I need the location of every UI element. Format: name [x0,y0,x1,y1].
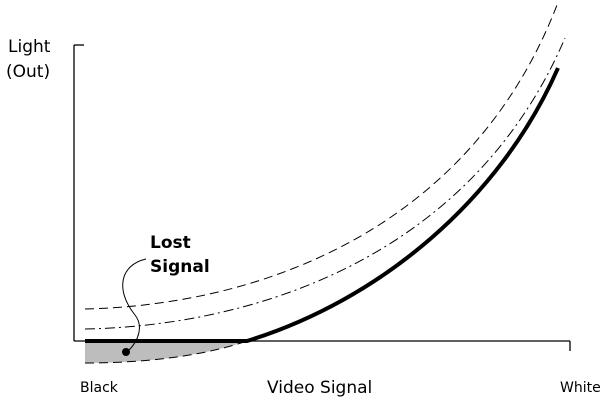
x-axis-label-black: Black [80,380,119,396]
lost-signal-region [85,341,247,363]
lower-dashed-curve [84,340,248,364]
x-axis-label-video-signal: Video Signal [267,378,372,398]
clipped-response-curve [85,67,560,343]
dash-dot-curve [84,37,566,330]
callout-leader-line [122,258,147,353]
y-axis-label-light: Light [8,37,51,57]
upper-dashed-curve [84,4,558,310]
y-axis-label-out: (Out) [6,62,50,82]
callout-label-lost: Lost [150,233,191,253]
callout-dot [122,348,130,356]
x-axis-label-white: White [560,380,601,396]
callout-label-signal: Signal [150,257,210,277]
